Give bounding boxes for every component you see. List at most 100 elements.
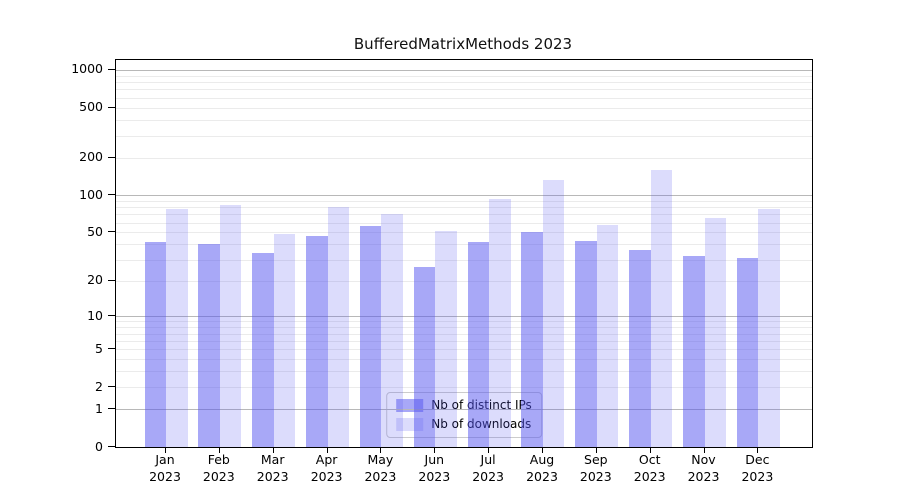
x-axis-tick [542, 447, 543, 453]
gridline-minor [116, 244, 812, 246]
bar-distinct-ips [521, 232, 543, 447]
legend: Nb of distinct IPs Nb of downloads [386, 392, 542, 438]
gridline-minor [116, 207, 812, 209]
x-tick-label: Dec 2023 [741, 452, 774, 484]
y-axis-tick [108, 315, 115, 317]
gridline-major [116, 409, 812, 411]
x-axis-tick [488, 447, 490, 453]
y-tick-label: 50 [87, 223, 103, 239]
gridline-minor [116, 200, 812, 202]
y-axis-tick [108, 408, 115, 410]
gridline-minor [116, 280, 812, 282]
y-axis-tick [108, 68, 115, 70]
x-tick-label: Nov 2023 [687, 452, 720, 484]
x-tick-label: Jun 2023 [418, 452, 451, 484]
y-axis-tick [108, 156, 115, 158]
x-axis-tick [218, 447, 220, 453]
gridline-major [116, 195, 812, 197]
bar-distinct-ips [306, 235, 328, 447]
gridline-minor [116, 327, 812, 329]
y-tick-label: 200 [79, 149, 103, 165]
x-tick-label: Aug 2023 [526, 452, 558, 484]
gridline-minor [116, 107, 812, 109]
bar-downloads [650, 169, 673, 447]
plot-area: Nb of distinct IPs Nb of downloads [115, 59, 813, 448]
bar-distinct-ips [575, 240, 597, 447]
bar-distinct-ips [144, 241, 166, 447]
y-axis-tick [108, 446, 115, 447]
bar-downloads [219, 204, 242, 447]
gridline-minor [116, 89, 812, 91]
bar-distinct-ips [683, 256, 705, 447]
gridline-minor [116, 222, 812, 224]
x-tick-label: Jul 2023 [472, 452, 504, 484]
y-tick-label: 1000 [71, 61, 103, 77]
x-axis-tick [380, 447, 382, 453]
bar-distinct-ips [198, 244, 220, 447]
y-axis-tick [108, 194, 115, 196]
y-tick-label: 500 [79, 99, 103, 115]
gridline-minor [116, 371, 812, 373]
x-axis-tick [326, 447, 328, 453]
gridline-major [116, 316, 812, 318]
x-axis-tick [649, 447, 651, 453]
x-tick-label: Mar 2023 [256, 452, 289, 484]
y-tick-label: 1 [95, 400, 103, 416]
x-axis-tick [165, 447, 166, 453]
gridline-minor [116, 349, 812, 351]
bar-downloads [704, 217, 726, 447]
chart-title: BufferedMatrixMethods 2023 [353, 35, 573, 53]
bar-distinct-ips [736, 257, 759, 447]
x-tick-label: Feb 2023 [202, 452, 235, 484]
y-axis-tick [108, 106, 115, 108]
x-axis-tick [703, 447, 705, 453]
bar-downloads [381, 213, 403, 447]
bar-downloads [489, 198, 511, 447]
bar-distinct-ips [252, 253, 274, 447]
bar-distinct-ips [359, 226, 382, 447]
bar-downloads [596, 224, 619, 447]
x-tick-label: Apr 2023 [310, 452, 343, 484]
x-axis-tick [595, 447, 597, 453]
bar-downloads [542, 180, 565, 447]
x-axis-tick [757, 447, 759, 453]
bar-downloads [327, 206, 350, 447]
y-tick-label: 2 [95, 378, 103, 394]
gridline-minor [116, 333, 812, 335]
gridline-minor [116, 82, 812, 84]
bar-distinct-ips [467, 241, 490, 447]
gridline-minor [116, 387, 812, 388]
x-axis-tick [434, 447, 436, 453]
x-tick-label: May 2023 [364, 452, 397, 484]
x-tick-label: Jan 2023 [149, 452, 181, 484]
y-axis-tick [108, 279, 115, 281]
y-axis-tick [108, 386, 115, 387]
x-axis-tick [272, 447, 274, 453]
gridline-minor [116, 259, 812, 261]
y-axis-tick [108, 231, 115, 233]
y-axis-tick [108, 348, 115, 350]
gridline-minor [116, 157, 812, 159]
y-tick-label: 100 [79, 186, 103, 202]
gridline-minor [116, 359, 812, 361]
bar-distinct-ips [413, 267, 436, 447]
bar-downloads [758, 208, 780, 447]
gridline-minor [116, 75, 812, 77]
y-tick-label: 20 [87, 272, 103, 288]
x-tick-label: Sep 2023 [579, 452, 612, 484]
gridline-minor [116, 135, 812, 137]
gridline-minor [116, 232, 812, 234]
gridline-minor [116, 214, 812, 216]
y-tick-label: 10 [87, 307, 103, 323]
x-tick-label: Oct 2023 [633, 452, 666, 484]
y-tick-label: 0 [95, 438, 103, 454]
gridline-major [116, 69, 812, 71]
gridline-minor [116, 97, 812, 99]
gridline-minor [116, 340, 812, 342]
bar-downloads [273, 233, 296, 447]
bar-distinct-ips [629, 249, 651, 447]
y-tick-label: 5 [95, 340, 103, 356]
bar-downloads [435, 231, 457, 447]
gridline-minor [116, 321, 812, 323]
